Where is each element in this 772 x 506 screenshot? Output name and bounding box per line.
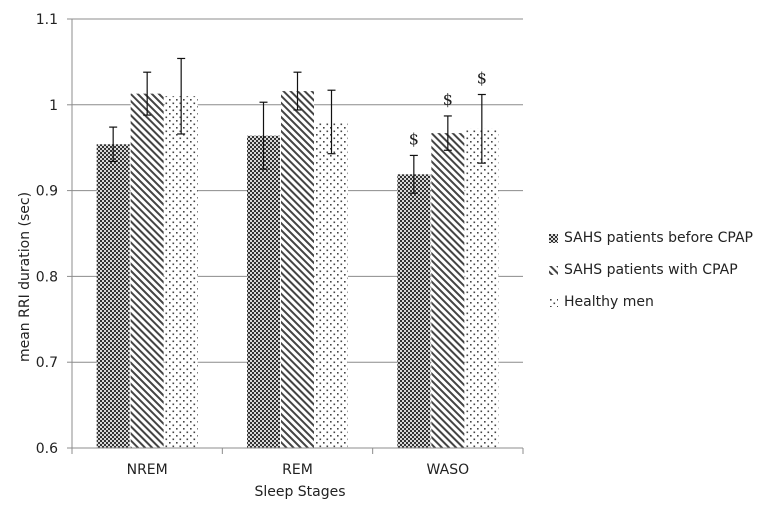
- legend-label: SAHS patients before CPAP: [564, 230, 753, 246]
- y-tick-label: 0.9: [36, 184, 58, 200]
- bar: [281, 91, 314, 449]
- legend-swatch: [549, 265, 558, 275]
- bar: [315, 121, 348, 449]
- x-tick-label: NREM: [127, 462, 168, 478]
- y-tick-label: 1: [49, 98, 58, 114]
- y-tick-labels: 0.6 0.7 0.8 0.9 1 1.1: [36, 12, 58, 457]
- bars-group: [96, 91, 499, 449]
- legend-swatch: [549, 297, 558, 307]
- legend-label: Healthy men: [564, 294, 654, 310]
- bar: [130, 93, 164, 449]
- legend: SAHS patients before CPAP SAHS patients w…: [549, 222, 753, 318]
- legend-swatch: [549, 233, 558, 243]
- bar: [247, 135, 280, 449]
- legend-item: SAHS patients before CPAP: [549, 222, 753, 254]
- x-tick-labels: NREM REM WASO: [127, 462, 470, 478]
- y-tick-label: 0.7: [36, 355, 58, 371]
- bar: [397, 174, 431, 448]
- y-tick-label: 1.1: [36, 12, 58, 28]
- significance-marker: $: [409, 129, 419, 148]
- significance-marker: $: [443, 90, 453, 109]
- bar: [465, 128, 499, 448]
- legend-item: SAHS patients with CPAP: [549, 254, 753, 286]
- x-tick-label: WASO: [427, 462, 470, 478]
- bar: [96, 144, 130, 448]
- legend-label: SAHS patients with CPAP: [564, 262, 738, 278]
- error-bars-group: [109, 57, 486, 194]
- legend-swatch-fill: [549, 265, 558, 275]
- significance-markers: $ $ $: [409, 69, 487, 149]
- x-axis-title: Sleep Stages: [254, 484, 345, 500]
- bar: [431, 133, 465, 448]
- x-tick-label: REM: [282, 462, 313, 478]
- y-tick-label: 0.6: [36, 441, 58, 457]
- legend-swatch-fill: [549, 297, 558, 307]
- legend-item: Healthy men: [549, 286, 753, 318]
- bar: [164, 96, 198, 448]
- axes-group: [67, 18, 524, 454]
- legend-swatch-fill: [549, 233, 558, 243]
- y-tick-label: 0.8: [36, 269, 58, 285]
- y-axis-title: mean RRI duration (sec): [17, 192, 33, 362]
- significance-marker: $: [477, 69, 487, 88]
